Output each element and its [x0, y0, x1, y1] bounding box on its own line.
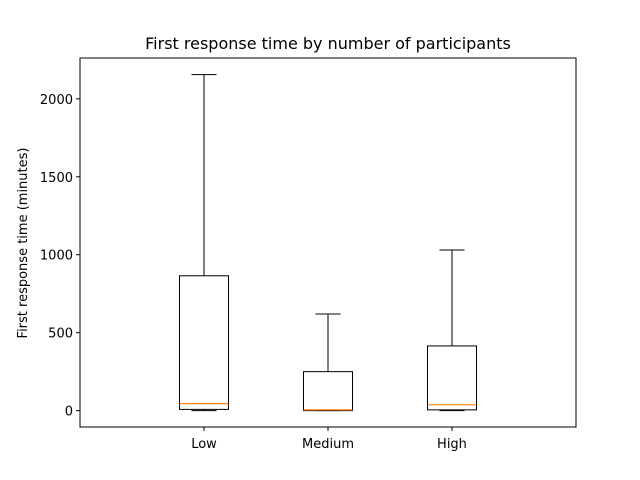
y-tick-label: 500: [48, 327, 73, 342]
boxes-group: [179, 74, 477, 412]
iqr-box: [303, 371, 353, 412]
box-medium: [303, 313, 353, 412]
y-tick-label: 2000: [40, 93, 73, 108]
box-low: [179, 74, 229, 412]
chart-title: First response time by number of partici…: [145, 34, 511, 53]
y-axis-label: First response time (minutes): [16, 148, 31, 339]
x-axis: Low Medium High: [191, 427, 467, 452]
iqr-box: [179, 275, 229, 410]
x-tick-label: Medium: [302, 437, 354, 452]
x-tick-label: High: [437, 437, 467, 452]
box-high: [427, 249, 477, 412]
y-tick-label: 0: [65, 405, 73, 420]
y-tick-label: 1500: [40, 171, 73, 186]
iqr-box: [427, 345, 477, 411]
y-tick-label: 1000: [40, 249, 73, 264]
x-tick-label: Low: [191, 437, 217, 452]
y-axis: 0 500 1000 1500 2000: [40, 93, 80, 420]
